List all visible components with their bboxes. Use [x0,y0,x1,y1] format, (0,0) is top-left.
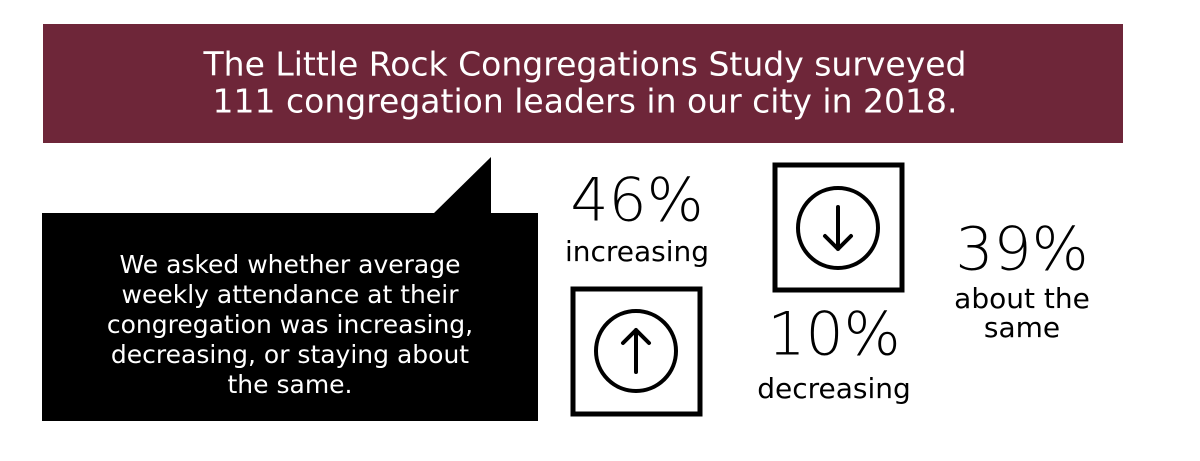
stat-label: increasing [565,235,709,268]
stat-value: 39% [955,215,1088,285]
down-icon [772,162,905,293]
up-icon [570,286,703,417]
callout-text: congregation was increasing, [107,310,473,339]
stat-value: 46% [570,166,703,236]
speech-tail [433,157,491,214]
header-title: 111 congregation leaders in our city in … [213,82,958,121]
header-title: The Little Rock Congregations Study surv… [203,45,967,84]
stat-label: decreasing [757,372,911,405]
stat-label: about the [954,282,1090,315]
stat-value: 10% [767,300,900,370]
speech-bubble [42,213,538,421]
callout-text: weekly attendance at their [122,280,460,309]
callout-text: We asked whether average [120,250,461,279]
stat-label: same [984,311,1060,344]
callout-text: decreasing, or staying about [111,340,469,369]
header-banner [43,24,1123,143]
callout-text: the same. [228,370,353,399]
